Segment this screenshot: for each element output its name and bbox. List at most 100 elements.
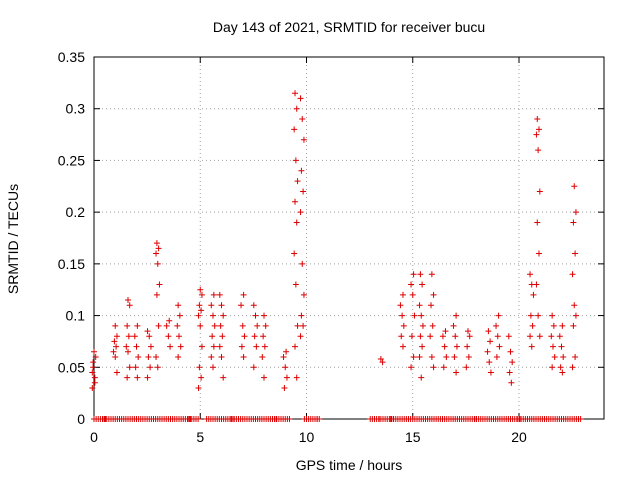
- data-point: [527, 271, 534, 278]
- data-point: [220, 374, 227, 381]
- y-tick-label: 0.2: [66, 204, 86, 220]
- data-point: [153, 250, 160, 257]
- data-point: [133, 343, 140, 350]
- data-point: [198, 291, 205, 298]
- data-point: [551, 353, 558, 360]
- data-point: [294, 322, 301, 329]
- data-point: [453, 343, 460, 350]
- data-point: [211, 322, 218, 329]
- data-point: [292, 198, 299, 205]
- data-point: [443, 353, 450, 360]
- data-point: [196, 302, 203, 309]
- data-point: [208, 302, 215, 309]
- y-tick-label: 0.1: [66, 308, 86, 324]
- data-point: [208, 353, 215, 360]
- data-point: [299, 116, 306, 123]
- data-point: [430, 364, 437, 371]
- data-point: [417, 333, 424, 340]
- data-point: [176, 333, 182, 340]
- data-point: [156, 281, 163, 288]
- data-point: [174, 322, 181, 329]
- data-point: [536, 188, 543, 195]
- x-tick-label: 15: [405, 429, 421, 445]
- data-point: [154, 260, 161, 267]
- data-point: [493, 353, 500, 360]
- data-point: [91, 379, 98, 386]
- y-tick-label: 0.05: [58, 359, 85, 375]
- data-point: [198, 307, 205, 314]
- data-point: [441, 343, 448, 350]
- data-point: [196, 364, 203, 371]
- data-point: [125, 348, 131, 355]
- data-point: [113, 333, 120, 340]
- data-point: [571, 302, 578, 309]
- plot-frame: [93, 56, 605, 420]
- data-point: [153, 291, 160, 298]
- data-point: [419, 343, 426, 350]
- data-point: [123, 343, 130, 350]
- data-point: [399, 343, 406, 350]
- data-point: [293, 374, 300, 381]
- data-point: [113, 343, 120, 350]
- data-point: [260, 333, 267, 340]
- data-point: [397, 302, 404, 309]
- data-point: [487, 369, 494, 376]
- data-point: [259, 353, 266, 360]
- data-point: [238, 343, 245, 350]
- data-point: [453, 312, 460, 319]
- data-point: [297, 209, 304, 216]
- data-point: [135, 353, 142, 360]
- data-point: [89, 384, 96, 391]
- data-point: [89, 369, 96, 376]
- y-axis-label: SRMTID / TECUs: [5, 184, 21, 294]
- data-point: [399, 312, 406, 319]
- data-point: [572, 312, 579, 319]
- data-point: [534, 219, 541, 226]
- data-point: [282, 364, 289, 371]
- data-point: [283, 374, 290, 381]
- data-point: [314, 416, 321, 422]
- chart-title: Day 143 of 2021, SRMTID for receiver buc…: [213, 19, 485, 35]
- data-point: [572, 250, 579, 257]
- data-point: [125, 297, 131, 304]
- data-point: [418, 312, 425, 319]
- data-point: [471, 416, 478, 422]
- data-point: [508, 379, 515, 386]
- data-point: [379, 359, 386, 366]
- data-point: [155, 322, 162, 329]
- data-point: [198, 374, 205, 381]
- data-point: [261, 374, 267, 381]
- data-point: [570, 322, 577, 329]
- x-tick-label: 20: [511, 429, 527, 445]
- data-point: [185, 416, 192, 422]
- data-point: [577, 416, 584, 422]
- data-point: [251, 333, 258, 340]
- data-point: [516, 416, 523, 422]
- x-axis-label: GPS time / hours: [296, 457, 403, 473]
- data-point: [292, 157, 299, 164]
- data-point: [536, 333, 543, 340]
- data-point: [92, 353, 99, 360]
- data-point: [559, 322, 566, 329]
- data-point: [294, 178, 301, 185]
- data-point: [134, 374, 141, 381]
- data-point: [175, 302, 182, 309]
- data-point: [163, 322, 170, 329]
- data-point: [145, 353, 152, 360]
- data-point: [291, 250, 298, 257]
- data-point: [254, 322, 261, 329]
- data-point: [495, 312, 502, 319]
- data-point: [153, 353, 160, 360]
- data-point: [390, 416, 397, 422]
- data-point: [262, 322, 269, 329]
- data-point: [240, 291, 247, 298]
- data-point: [486, 359, 493, 366]
- data-point: [428, 353, 435, 360]
- data-point: [558, 343, 565, 350]
- x-tick-label: 10: [299, 429, 315, 445]
- data-point: [112, 322, 119, 329]
- data-point: [410, 271, 417, 278]
- data-point: [210, 291, 217, 298]
- data-point: [90, 364, 97, 371]
